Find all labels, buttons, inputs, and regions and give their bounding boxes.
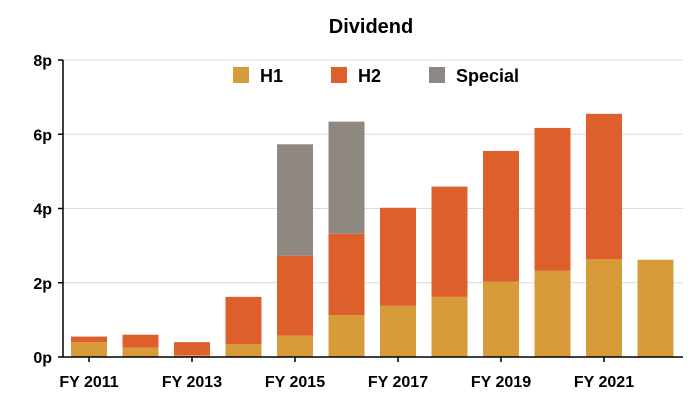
y-tick-label: 8p [33,53,52,70]
legend: H1 H2 Special [233,66,519,86]
bar-h2-fy-2020 [534,127,571,271]
bar-h2-fy-2019 [483,150,519,282]
bar-h1-fy-2015 [277,335,313,357]
legend-label-h1: H1 [260,66,283,86]
bar-h2-fy-2014 [225,296,262,345]
bar-h2-fy-2015 [277,255,313,336]
bar-h1-fy-2017 [380,305,416,357]
bar-h1-fy-2021 [586,259,622,357]
x-tick-labels: FY 2011 FY 2013 FY 2015 FY 2017 FY 2019 FY 20… [59,357,634,391]
bar-h1-fy-2018 [431,296,468,357]
y-tick-label: 2p [33,276,52,293]
bar-special-fy-2015 [277,144,313,256]
bar-h1-fy-2014 [225,344,262,357]
bar-h1-fy-2011 [71,342,107,357]
bar-h1-fy-2013 [174,355,210,357]
legend-label-h2: H2 [358,66,381,86]
bar-h2-fy-2016 [328,233,365,316]
bar-special-fy-2016 [328,121,365,234]
bars [71,113,674,357]
bar-h1-fy-2012 [122,347,159,357]
x-tick-label: FY 2015 [265,374,325,391]
gridlines [63,59,683,284]
bar-h2-fy-2013 [174,342,210,356]
legend-label-special: Special [456,66,519,86]
legend-swatch-special [429,67,445,83]
x-tick-label: FY 2013 [162,374,222,391]
bar-h2-fy-2011 [71,336,107,343]
bar-h1-fy-2022 [637,259,674,357]
legend-swatch-h1 [233,67,249,83]
x-tick-label: FY 2021 [574,374,634,391]
x-tick-label: FY 2017 [368,374,428,391]
y-tick-label: 6p [33,127,52,144]
bar-h1-fy-2019 [483,281,519,357]
bar-h1-fy-2016 [328,315,365,357]
y-tick-label: 4p [33,202,52,219]
x-tick-label: FY 2011 [59,374,118,391]
bar-h2-fy-2021 [586,113,622,260]
bar-h1-fy-2020 [534,270,571,357]
chart-title: Dividend [329,16,413,38]
axes [58,59,683,358]
x-tick-label: FY 2019 [471,374,531,391]
bar-h2-fy-2012 [122,334,159,348]
y-tick-labels: 0p 2p 4p 6p 8p [33,53,52,367]
y-tick-label: 0p [33,350,52,367]
bar-h2-fy-2017 [380,207,416,306]
bar-h2-fy-2018 [431,186,468,297]
legend-swatch-h2 [331,67,347,83]
